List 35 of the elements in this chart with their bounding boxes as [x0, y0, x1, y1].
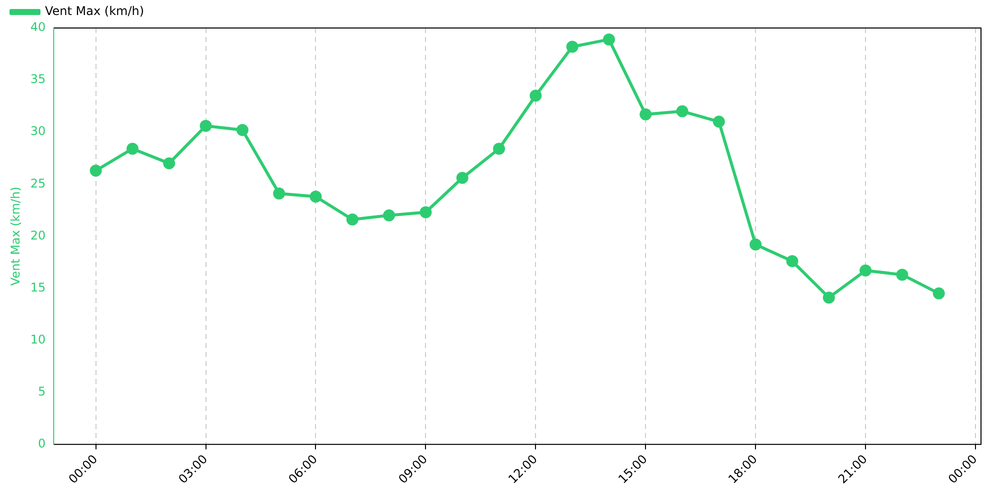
point	[860, 264, 872, 277]
point	[200, 120, 212, 132]
point	[896, 268, 908, 281]
point	[566, 40, 578, 53]
point	[602, 33, 615, 46]
y-tick-label: 0	[38, 436, 46, 450]
y-tick-label: 10	[30, 332, 46, 346]
point	[750, 238, 762, 251]
y-tick-label: 20	[30, 228, 46, 242]
point	[126, 142, 138, 155]
point	[163, 157, 176, 170]
point	[236, 124, 248, 136]
point	[822, 292, 835, 304]
point	[420, 206, 432, 218]
y-tick-label: 35	[30, 72, 46, 86]
y-tick-label: 25	[30, 176, 46, 190]
point	[383, 209, 396, 222]
legend-label: Vent Max (km/h)	[45, 4, 144, 18]
point	[493, 142, 506, 155]
y-tick-label: 40	[30, 20, 46, 34]
y-tick-label: 30	[30, 124, 46, 138]
point	[640, 108, 652, 120]
point	[530, 90, 542, 102]
point	[676, 105, 688, 118]
point	[273, 188, 286, 200]
point	[932, 287, 945, 300]
point	[310, 190, 322, 203]
y-tick-label: 15	[30, 280, 46, 294]
point	[456, 172, 468, 184]
y-axis-title: Vent Max (km/h)	[8, 186, 22, 286]
point	[346, 214, 358, 226]
point	[786, 255, 798, 268]
y-tick-label: 5	[38, 384, 46, 398]
point	[712, 116, 725, 128]
point	[90, 164, 102, 177]
